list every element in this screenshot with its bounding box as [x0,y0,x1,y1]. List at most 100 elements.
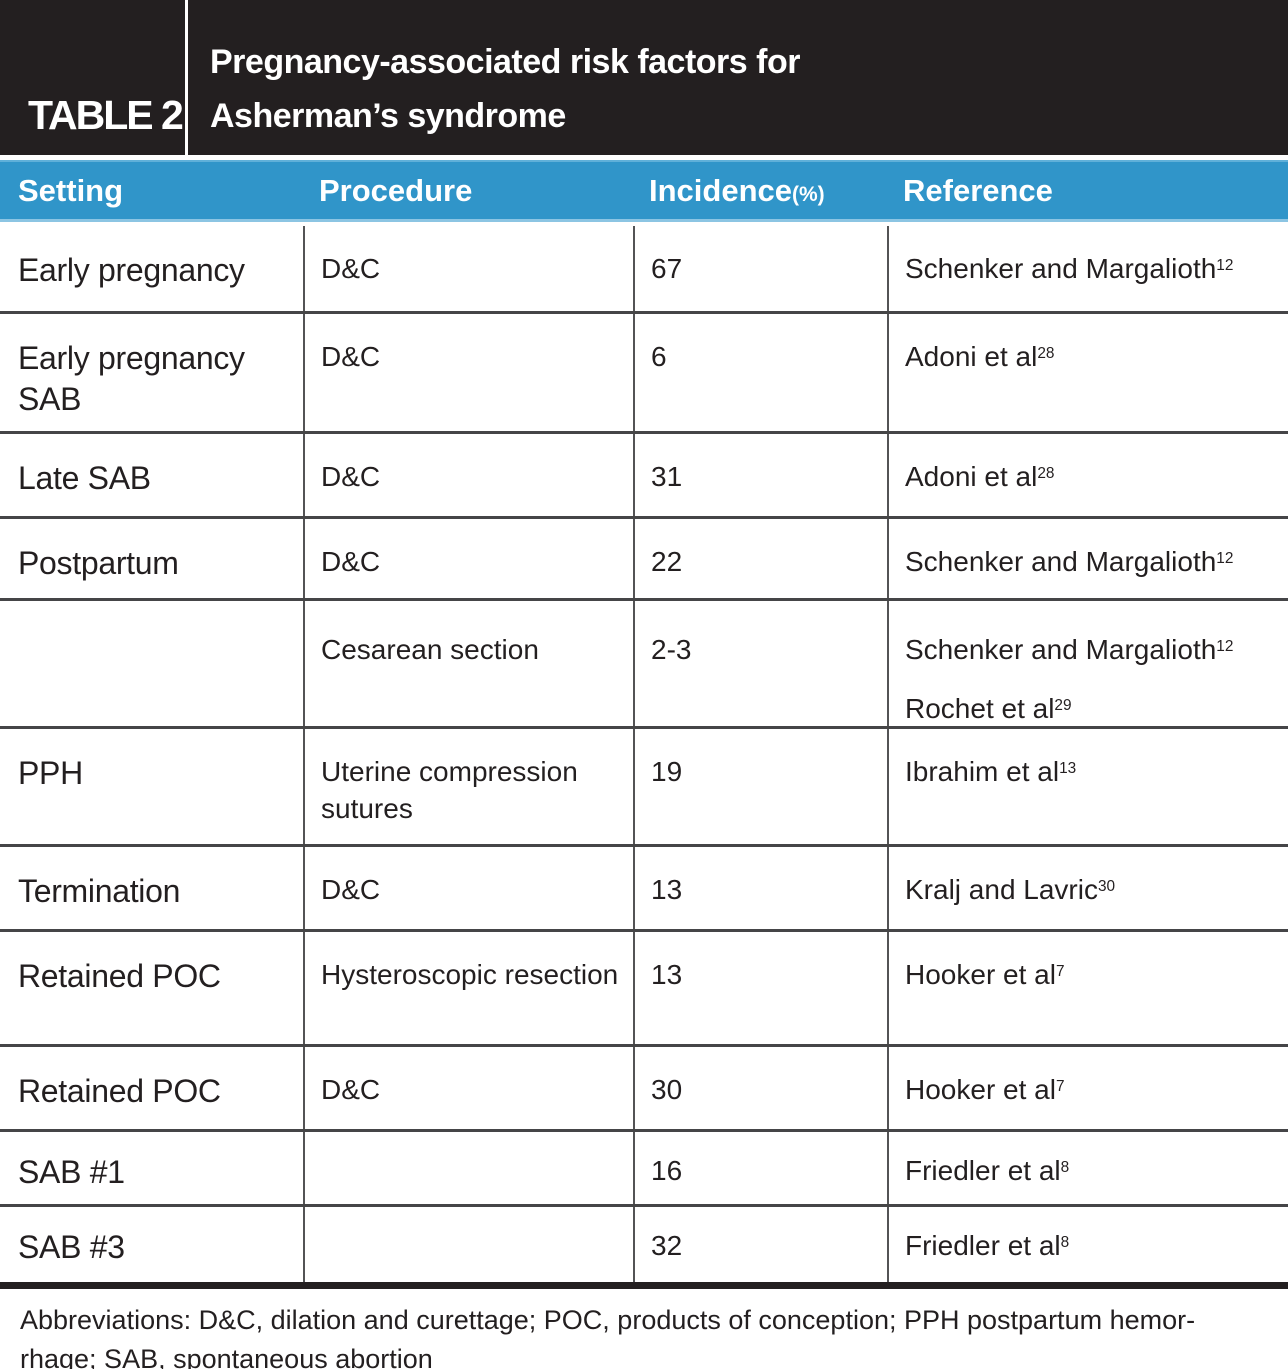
table-row: Postpartum D&C 22 Schenker and Margaliot… [0,516,1288,598]
reference-superscript: 12 [1216,638,1234,656]
setting-cell: Termination [18,873,181,909]
reference-superscript: 7 [1055,963,1065,981]
incidence-cell: 67 [633,226,887,311]
column-header-reference: Reference [903,172,1053,208]
reference-superscript: 12 [1216,257,1234,275]
footnote-line1: Abbreviations: D&C, dilation and curetta… [20,1305,1196,1335]
incidence-label: Incidence [649,172,792,208]
column-header-incidence: Incidence(%) [633,173,887,209]
reference-superscript: 7 [1055,1078,1065,1096]
setting-cell: Retained POC [18,1073,221,1109]
reference-cell: Ibrahim et al13 [887,729,1288,844]
footnote-line2: rhage; SAB, spontaneous abortion [20,1344,433,1369]
procedure-cell: D&C [303,1047,633,1129]
reference-line: Rochet et al29 [905,690,1280,727]
reference-superscript: 29 [1054,697,1072,715]
setting-cell: SAB #1 [18,1154,125,1190]
incidence-cell: 32 [633,1207,887,1282]
reference-text: Friedler et al [905,1155,1061,1186]
procedure-cell [303,1132,633,1204]
incidence-cell: 13 [633,847,887,929]
table-banner: TABLE 2 Pregnancy-associated risk factor… [0,0,1288,155]
reference-superscript: 30 [1097,878,1116,896]
reference-cell: Friedler et al8 [887,1132,1288,1204]
reference-text: Adoni et al [905,341,1038,372]
setting-cell: Early pregnancy SAB [18,340,245,417]
reference-cell: Schenker and Margalioth12 Rochet et al29 [887,601,1288,726]
table-row: PPH Uterine compression sutures 19 Ibrah… [0,726,1288,844]
reference-superscript: 8 [1060,1234,1070,1252]
reference-line: Schenker and Margalioth12 [905,631,1280,668]
procedure-cell: D&C [303,314,633,431]
reference-cell: Hooker et al7 [887,1047,1288,1129]
table-row: Retained POC D&C 30 Hooker et al7 [0,1044,1288,1129]
reference-text: Hooker et al [905,1074,1056,1105]
incidence-cell: 2-3 [633,601,887,726]
procedure-cell: D&C [303,226,633,311]
reference-text: Adoni et al [905,461,1038,492]
reference-cell: Schenker and Margalioth12 [887,226,1288,311]
incidence-unit-label: (%) [792,182,825,206]
table-bottom-rule [0,1282,1288,1289]
reference-cell: Schenker and Margalioth12 [887,519,1288,598]
reference-superscript: 28 [1037,345,1055,363]
setting-cell: PPH [18,755,83,791]
table-title-line1: Pregnancy-associated risk factors for [210,43,800,81]
reference-superscript: 12 [1216,550,1234,568]
table-number-label: TABLE 2 [28,92,184,138]
table-row: Early pregnancy D&C 67 Schenker and Marg… [0,226,1288,311]
column-header-setting: Setting [18,172,124,208]
table-row: SAB #3 32 Friedler et al8 [0,1204,1288,1282]
table-body: Early pregnancy D&C 67 Schenker and Marg… [0,226,1288,1282]
procedure-cell: Hysteroscopic resection [303,932,633,1044]
setting-cell [0,601,303,726]
column-header-row: Setting Procedure Incidence(%) Reference [0,160,1288,222]
setting-cell: Late SAB [18,460,151,496]
reference-text: Hooker et al [905,959,1056,990]
reference-text: Schenker and Margalioth [905,253,1217,284]
reference-cell: Hooker et al7 [887,932,1288,1044]
procedure-cell: Cesarean section [303,601,633,726]
table-row: Retained POC Hysteroscopic resection 13 … [0,929,1288,1044]
reference-text: Schenker and Margalioth [905,546,1217,577]
setting-cell: SAB #3 [18,1229,125,1265]
reference-superscript: 13 [1059,760,1077,778]
table-title-line2: Asherman’s syndrome [210,97,566,135]
table-row: Late SAB D&C 31 Adoni et al28 [0,431,1288,516]
table-row: Cesarean section 2-3 Schenker and Margal… [0,598,1288,726]
incidence-cell: 16 [633,1132,887,1204]
reference-superscript: 8 [1060,1159,1070,1177]
table-title: Pregnancy-associated risk factors for As… [210,35,800,143]
incidence-cell: 19 [633,729,887,844]
incidence-cell: 22 [633,519,887,598]
setting-cell: Retained POC [18,958,221,994]
reference-text: Ibrahim et al [905,756,1060,787]
incidence-cell: 30 [633,1047,887,1129]
procedure-cell: Uterine compression sutures [303,729,633,844]
reference-cell: Adoni et al28 [887,314,1288,431]
abbreviations-footnote: Abbreviations: D&C, dilation and curetta… [0,1301,1288,1369]
banner-divider [185,0,188,155]
column-header-procedure: Procedure [319,172,473,208]
reference-cell: Friedler et al8 [887,1207,1288,1282]
table-row: SAB #1 16 Friedler et al8 [0,1129,1288,1204]
setting-cell: Early pregnancy [18,252,245,288]
incidence-cell: 31 [633,434,887,516]
reference-text: Rochet et al [905,693,1055,724]
reference-text: Schenker and Margalioth [905,634,1217,665]
reference-text: Friedler et al [905,1230,1061,1261]
table-row: Early pregnancy SAB D&C 6 Adoni et al28 [0,311,1288,431]
procedure-cell: D&C [303,519,633,598]
table-row: Termination D&C 13 Kralj and Lavric30 [0,844,1288,929]
reference-superscript: 28 [1037,465,1055,483]
reference-cell: Adoni et al28 [887,434,1288,516]
reference-text: Kralj and Lavric [905,874,1098,905]
setting-cell: Postpartum [18,545,179,581]
reference-cell: Kralj and Lavric30 [887,847,1288,929]
incidence-cell: 6 [633,314,887,431]
procedure-cell: D&C [303,434,633,516]
procedure-cell: D&C [303,847,633,929]
procedure-cell [303,1207,633,1282]
incidence-cell: 13 [633,932,887,1044]
